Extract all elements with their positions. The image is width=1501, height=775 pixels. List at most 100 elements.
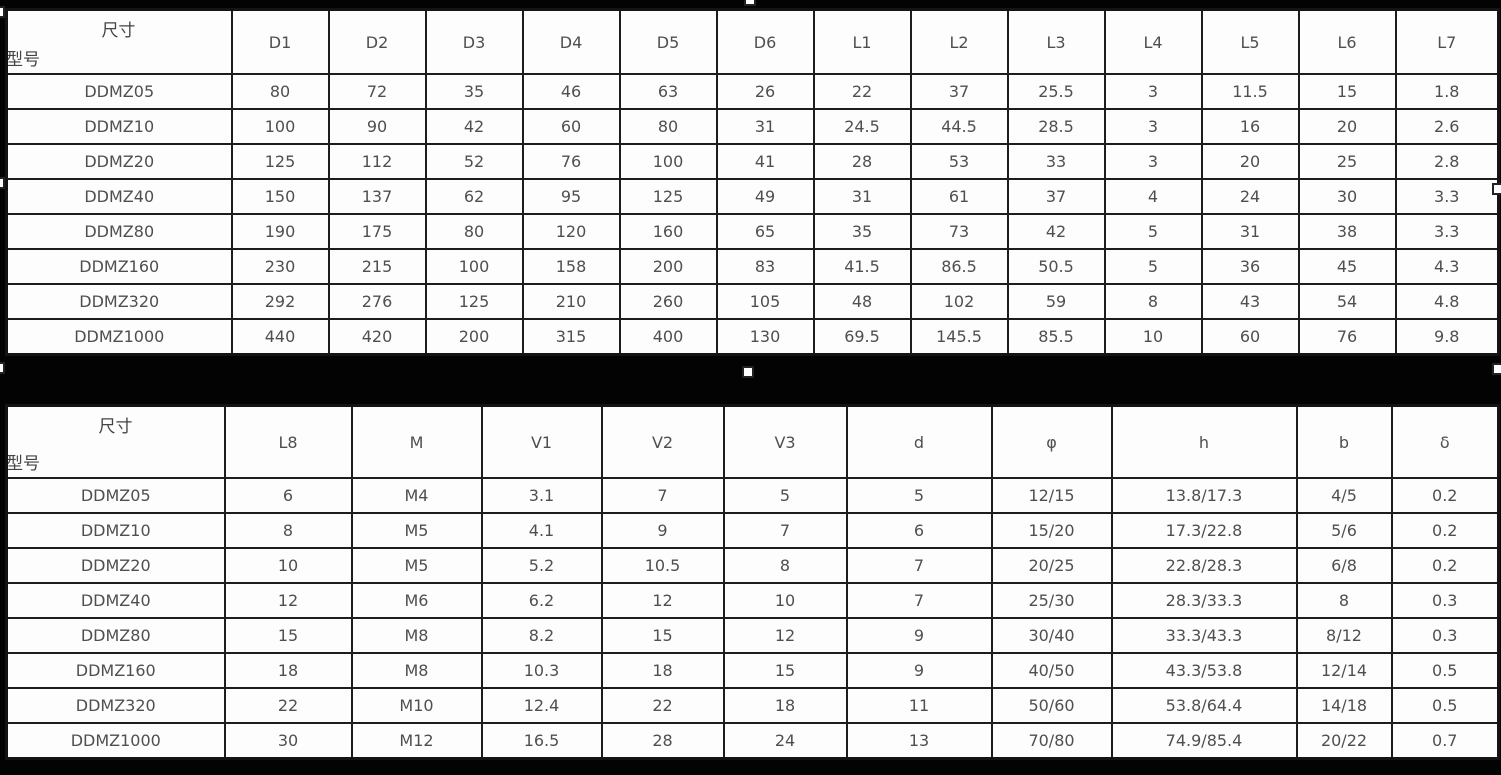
model-cell: DDMZ80 [5,617,226,654]
value-cell: 7 [600,477,725,514]
table-row: DDMZ80 15 M8 8.2 15 12 9 30/40 33.3/43.3 8/12 0.3 [5,617,1500,654]
column-header: L8 [223,404,353,479]
value-cell: 26 [715,73,815,110]
value-cell: 10 [223,547,353,584]
value-cell: 18 [722,687,848,724]
value-cell: 85.5 [1006,318,1106,356]
value-cell: 15 [600,617,725,654]
value-cell: 20/25 [990,547,1113,584]
value-cell: 22.8/28.3 [1110,547,1298,584]
value-cell: 112 [327,143,427,180]
table-row: DDMZ40 150 137 62 95 125 49 31 61 37 4 24 30 3.3 [5,178,1500,215]
value-cell: 43 [1200,283,1300,320]
model-cell: DDMZ05 [5,477,226,514]
value-cell: 3.3 [1394,213,1500,250]
value-cell: 18 [600,652,725,689]
value-cell: 4.3 [1394,248,1500,285]
value-cell: 160 [618,213,718,250]
model-cell: DDMZ10 [5,512,226,549]
table-row: DDMZ80 190 175 80 120 160 65 35 73 42 5 31 38 3.3 [5,213,1500,250]
value-cell: 13 [845,722,993,760]
dimension-table-1[interactable]: 尺寸 型号 D1 D2 D3 D4 D5 D6 L1 L2 L3 L4 L5 L6 L7 DDMZ05 80 72… [5,8,1500,356]
value-cell: 76 [521,143,621,180]
value-cell: 215 [327,248,427,285]
value-cell: 6 [223,477,353,514]
value-cell: 38 [1297,213,1397,250]
value-cell: 42 [424,108,524,145]
value-cell: 125 [230,143,330,180]
value-cell: 4/5 [1295,477,1393,514]
value-cell: 8 [1103,283,1203,320]
value-cell: 31 [715,108,815,145]
value-cell: 3.1 [480,477,603,514]
selection-handle-right-bottom[interactable] [1492,363,1501,375]
value-cell: 35 [424,73,524,110]
selection-handle-left-middle[interactable] [0,177,5,189]
value-cell: 145.5 [909,318,1009,356]
value-cell: 24.5 [812,108,912,145]
model-cell: DDMZ160 [5,248,233,285]
value-cell: 0.7 [1390,722,1500,760]
model-cell: DDMZ1000 [5,318,233,356]
selection-handle-top-center[interactable] [744,0,756,6]
value-cell: 44.5 [909,108,1009,145]
value-cell: 420 [327,318,427,356]
column-header: L1 [812,8,912,75]
dimension-table-2[interactable]: 尺寸 型号 L8 M V1 V2 V3 d φ h b δ DDMZ05 6 M4 3.1 7 5 5 12/15 13… [5,404,1500,760]
value-cell: M10 [350,687,483,724]
value-cell: 3 [1103,73,1203,110]
table-row: DDMZ10 100 90 42 60 80 31 24.5 44.5 28.5 3 16 20 2.6 [5,108,1500,145]
value-cell: 53 [909,143,1009,180]
value-cell: 54 [1297,283,1397,320]
value-cell: 90 [327,108,427,145]
value-cell: 12.4 [480,687,603,724]
value-cell: 200 [618,248,718,285]
value-cell: 3.3 [1394,178,1500,215]
value-cell: M12 [350,722,483,760]
value-cell: 17.3/22.8 [1110,512,1298,549]
column-header: L7 [1394,8,1500,75]
selection-handle-left-bottom[interactable] [0,362,5,374]
value-cell: 6/8 [1295,547,1393,584]
value-cell: 59 [1006,283,1106,320]
value-cell: 5 [722,477,848,514]
value-cell: 10.3 [480,652,603,689]
table-row: DDMZ20 10 M5 5.2 10.5 8 7 20/25 22.8/28.3 6/8 0.2 [5,547,1500,584]
value-cell: 25 [1297,143,1397,180]
selection-handle-bottom-center[interactable] [742,366,754,378]
value-cell: 22 [223,687,353,724]
value-cell: 10 [722,582,848,619]
value-cell: 190 [230,213,330,250]
value-cell: 28 [812,143,912,180]
value-cell: 120 [521,213,621,250]
value-cell: 70/80 [990,722,1113,760]
table-row: DDMZ05 6 M4 3.1 7 5 5 12/15 13.8/17.3 4/5 0.2 [5,477,1500,514]
value-cell: 8 [223,512,353,549]
value-cell: 5 [845,477,993,514]
value-cell: 9 [845,617,993,654]
value-cell: 15/20 [990,512,1113,549]
value-cell: 12 [600,582,725,619]
selection-handle-left-top[interactable] [0,6,5,18]
value-cell: 14/18 [1295,687,1393,724]
value-cell: 2.6 [1394,108,1500,145]
value-cell: 22 [812,73,912,110]
value-cell: 16.5 [480,722,603,760]
value-cell: 46 [521,73,621,110]
selection-handle-right-middle[interactable] [1492,183,1501,195]
value-cell: 0.2 [1390,477,1500,514]
value-cell: 102 [909,283,1009,320]
value-cell: 0.2 [1390,512,1500,549]
column-header: D1 [230,8,330,75]
value-cell: 5/6 [1295,512,1393,549]
value-cell: 33 [1006,143,1106,180]
value-cell: 276 [327,283,427,320]
value-cell: 43.3/53.8 [1110,652,1298,689]
column-header: M [350,404,483,479]
value-cell: 175 [327,213,427,250]
value-cell: 69.5 [812,318,912,356]
column-header: D5 [618,8,718,75]
value-cell: 0.3 [1390,617,1500,654]
value-cell: 105 [715,283,815,320]
